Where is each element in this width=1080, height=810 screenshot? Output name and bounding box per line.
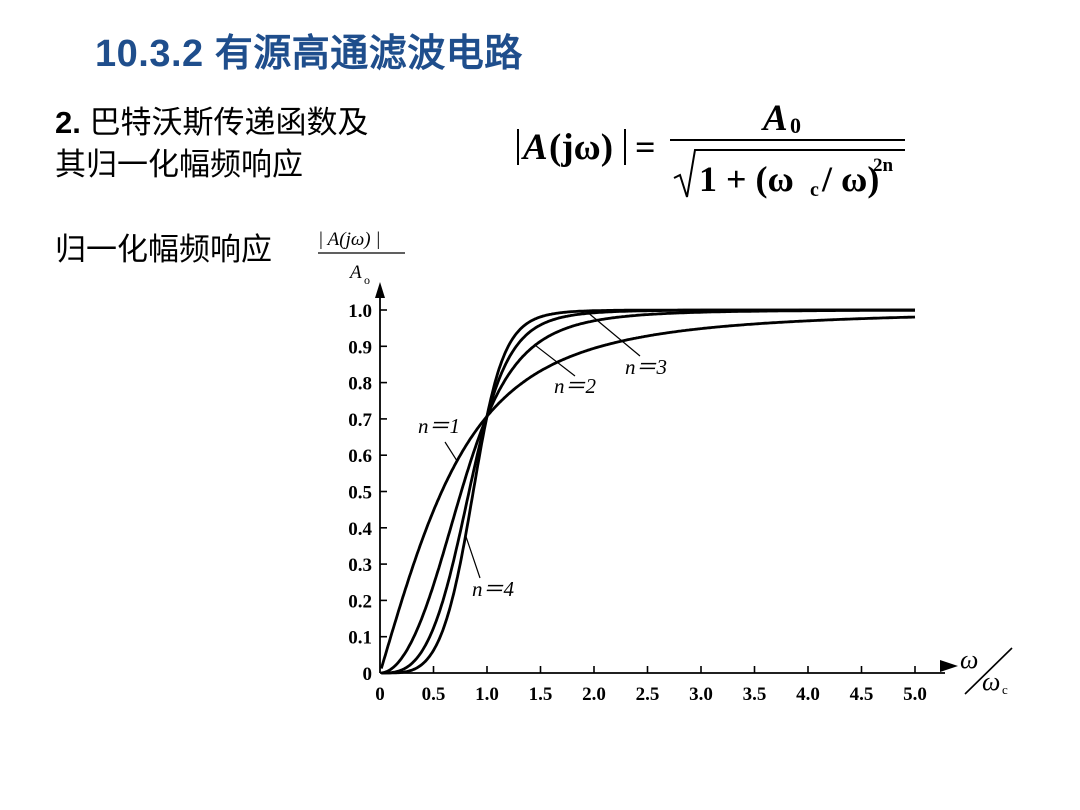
x-tick-label: 5.0 — [903, 684, 927, 705]
y-tick-label: 1.0 — [348, 301, 372, 322]
formula-den-sup: 2n — [873, 155, 894, 176]
ylabel-den-sub: o — [364, 273, 370, 287]
label-leader-n2 — [534, 344, 576, 377]
normalized-response-label: 归一化幅频响应 — [55, 232, 272, 267]
y-tick-label: 0.8 — [348, 374, 372, 395]
xlabel-den-sub: c — [1002, 682, 1008, 697]
label-leader-n1 — [444, 441, 458, 462]
slide-title: 10.3.2 有源高通滤波电路 — [95, 33, 523, 75]
y-tick-label: 0.9 — [348, 337, 372, 358]
x-tick-label: 0 — [375, 684, 385, 705]
x-tick-label: 3.0 — [689, 684, 713, 705]
xlabel-numerator: ω — [960, 645, 978, 674]
subheading-line1: 巴特沃斯传递函数及 — [89, 105, 369, 140]
y-tick-label: 0.7 — [348, 410, 372, 431]
ylabel-den-A: A — [348, 262, 362, 283]
formula-equals: = — [635, 127, 656, 167]
x-tick-label: 1.0 — [475, 684, 499, 705]
xlabel-slash — [964, 647, 1013, 695]
formula-num-sub: 0 — [790, 113, 801, 138]
formula-den-sub: c — [810, 179, 819, 201]
formula-den-text: 1 + (ω — [699, 159, 794, 199]
x-tick-label: 2.5 — [636, 684, 660, 705]
formula-den-rest: / ω) — [821, 159, 879, 199]
curve-n1 — [379, 315, 916, 669]
y-tick-label: 0.4 — [348, 519, 372, 540]
formula-lhs-arg: (jω) — [549, 127, 613, 168]
x-axis-arrow — [940, 660, 958, 672]
x-tick-label: 2.0 — [582, 684, 606, 705]
subheading-line2: 其归一化幅频响应 — [55, 147, 303, 182]
label-leader-n3 — [588, 312, 641, 357]
y-tick-label: 0.3 — [348, 555, 372, 576]
series-label-n3: n＝3 — [625, 355, 667, 379]
x-tick-label: 3.5 — [743, 684, 767, 705]
x-tick-label: 1.5 — [529, 684, 553, 705]
y-tick-label: 0.6 — [348, 446, 372, 467]
formula-num-A: A — [761, 98, 788, 139]
x-tick-label: 0.5 — [422, 684, 446, 705]
subheading: 2. 巴特沃斯传递函数及 其归一化幅频响应 — [55, 102, 368, 186]
y-tick-label: 0 — [363, 664, 373, 685]
x-tick-label: 4.5 — [850, 684, 874, 705]
formula-lhs-A: A — [521, 127, 548, 168]
ylabel-numerator: | A(jω) | — [318, 229, 381, 250]
y-tick-label: 0.2 — [348, 591, 372, 612]
y-axis-arrow — [375, 282, 385, 298]
transfer-formula: A (jω) = A 0 1 + (ω c / ω) 2n — [517, 98, 905, 201]
series-label-n4: n＝4 — [472, 577, 514, 601]
curve-n4 — [381, 308, 916, 675]
series-label-n1: n＝1 — [418, 414, 460, 438]
y-tick-label: 0.1 — [348, 628, 372, 649]
x-tick-label: 4.0 — [796, 684, 820, 705]
xlabel-denominator: ω — [982, 667, 1000, 696]
sqrt-sign — [673, 149, 905, 198]
series-label-n2: n＝2 — [554, 374, 596, 398]
label-leader-n4 — [465, 535, 481, 579]
subheading-number: 2. — [55, 105, 81, 140]
y-tick-label: 0.5 — [348, 483, 372, 504]
